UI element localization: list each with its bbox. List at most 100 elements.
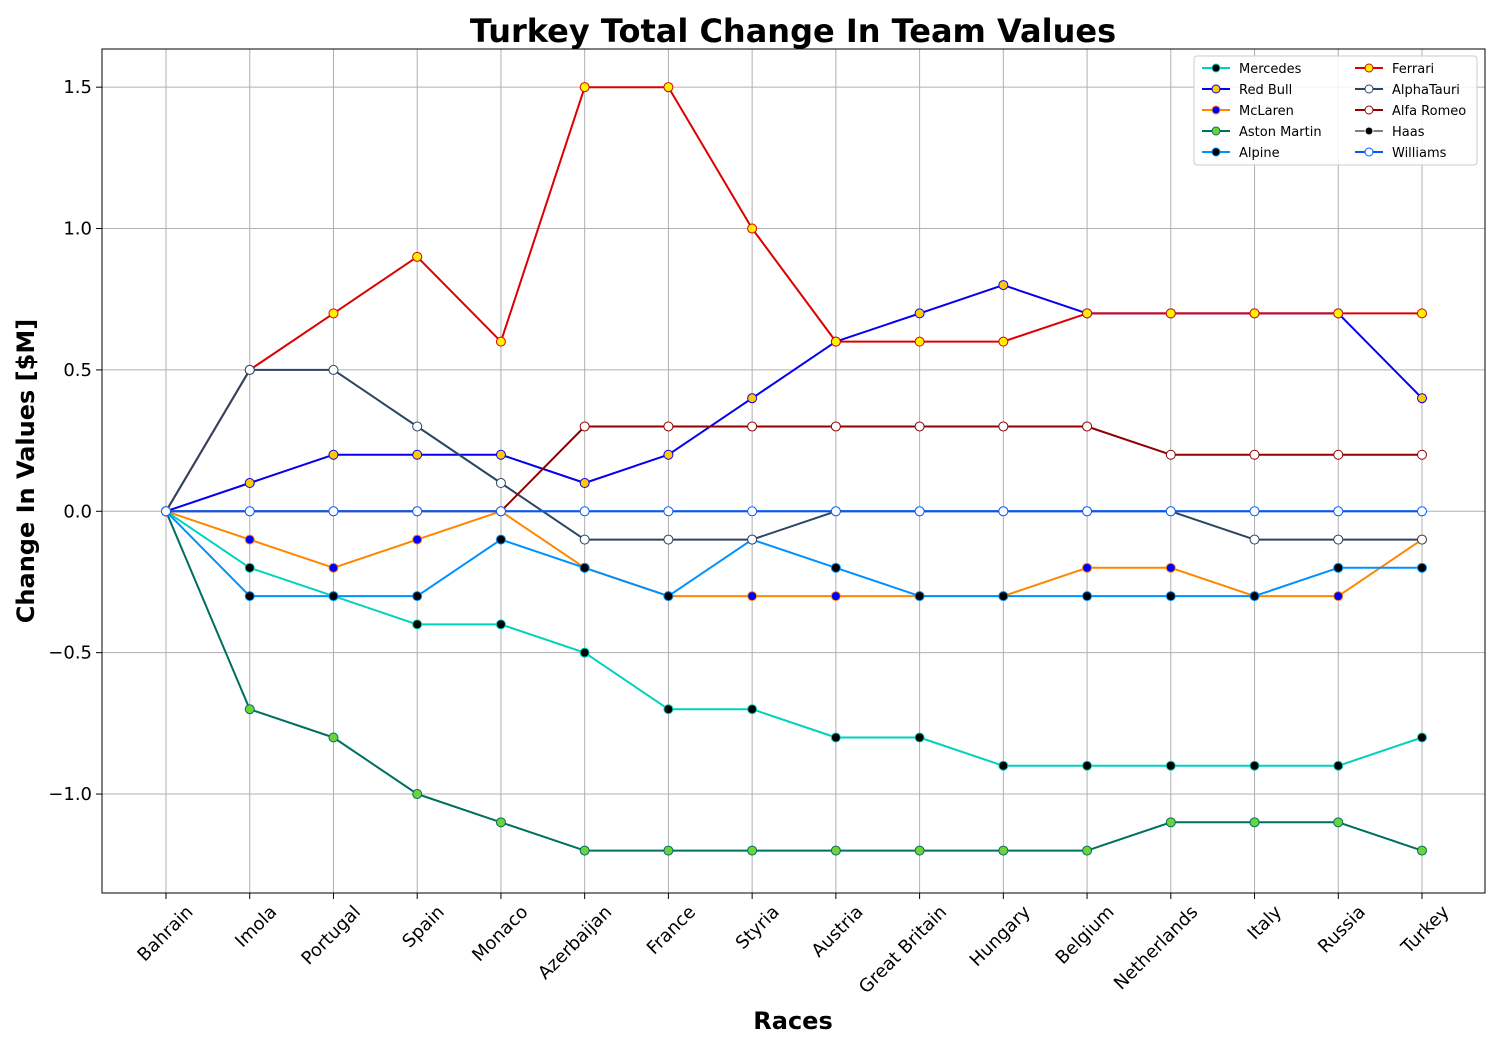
data-point-aston-martin xyxy=(244,704,255,715)
data-point-ferrari xyxy=(1165,308,1176,319)
series-line-alpine xyxy=(165,510,1422,598)
data-point-red-bull xyxy=(1417,393,1427,404)
legend-label: Alfa Romeo xyxy=(1392,104,1466,119)
data-point-mclaren xyxy=(1082,562,1093,573)
legend-label: Haas xyxy=(1392,125,1425,140)
data-point-alpine xyxy=(244,591,255,602)
data-point-alfa-romeo xyxy=(830,421,841,432)
data-point-mclaren xyxy=(830,591,841,602)
data-point-red-bull xyxy=(328,449,339,460)
series-ferrari xyxy=(161,82,1427,517)
series-line-red-bull xyxy=(165,284,1423,513)
data-point-alphatauri xyxy=(579,534,590,545)
data-point-williams xyxy=(1082,506,1093,517)
data-point-ferrari xyxy=(998,336,1009,347)
legend-entry-alphatauri: AlphaTauri xyxy=(1355,83,1460,98)
data-point-mercedes xyxy=(1417,732,1427,743)
y-tick-label: 0.0 xyxy=(63,501,92,522)
data-point-alfa-romeo xyxy=(1333,449,1344,460)
data-point-alpine xyxy=(1249,591,1260,602)
data-point-mercedes xyxy=(998,760,1009,771)
data-point-alpine xyxy=(328,591,339,602)
data-point-aston-martin xyxy=(1417,845,1427,856)
data-point-alphatauri xyxy=(1333,534,1344,545)
y-tick-label: −1.0 xyxy=(48,784,92,805)
data-point-mercedes xyxy=(1165,760,1176,771)
x-tick-label: Russia xyxy=(1314,902,1370,958)
data-point-aston-martin xyxy=(914,845,925,856)
data-point-ferrari xyxy=(579,82,590,93)
data-point-williams xyxy=(328,506,339,517)
series-layer xyxy=(161,82,1427,856)
series-line-alphatauri xyxy=(165,368,1422,541)
data-point-mercedes xyxy=(579,647,590,658)
legend-entry-mercedes: Mercedes xyxy=(1202,62,1302,77)
data-point-alphatauri xyxy=(663,534,674,545)
data-point-alfa-romeo xyxy=(1165,449,1176,460)
legend-label: Alpine xyxy=(1239,146,1280,161)
data-point-mercedes xyxy=(1082,760,1093,771)
series-line-ferrari xyxy=(165,86,1422,512)
data-point-mercedes xyxy=(412,619,423,630)
data-point-aston-martin xyxy=(663,845,674,856)
data-point-mercedes xyxy=(747,704,758,715)
data-point-red-bull xyxy=(579,478,590,489)
data-point-aston-martin xyxy=(579,845,590,856)
data-point-williams xyxy=(1333,506,1344,517)
series-line-alfa-romeo xyxy=(166,425,1422,513)
data-point-alpine xyxy=(1333,562,1344,573)
x-tick-label: Austria xyxy=(808,902,868,962)
legend-box xyxy=(1193,55,1478,166)
legend-entry-ferrari: Ferrari xyxy=(1355,62,1434,77)
data-point-alphatauri xyxy=(495,478,506,489)
data-point-alfa-romeo xyxy=(579,421,590,432)
data-point-aston-martin xyxy=(747,845,758,856)
plot-frame xyxy=(101,48,1486,894)
data-point-ferrari xyxy=(1082,308,1093,319)
y-tick-label: −0.5 xyxy=(48,643,92,664)
legend-entry-williams: Williams xyxy=(1355,146,1447,161)
data-point-red-bull xyxy=(244,478,255,489)
legend-marker xyxy=(1364,147,1374,157)
x-tick-label: Hungary xyxy=(966,901,1035,970)
data-point-ferrari xyxy=(1249,308,1260,319)
data-point-alfa-romeo xyxy=(1249,449,1260,460)
data-point-ferrari xyxy=(495,336,506,347)
data-point-williams xyxy=(412,506,423,517)
legend-entry-haas: Haas xyxy=(1355,125,1425,140)
legend-label: Red Bull xyxy=(1239,83,1292,98)
x-tick-label: Great Britain xyxy=(855,902,951,998)
series-line-mclaren xyxy=(165,510,1423,598)
legend-marker xyxy=(1211,105,1221,115)
legend-entry-aston-martin: Aston Martin xyxy=(1202,125,1322,140)
data-point-red-bull xyxy=(914,308,925,319)
data-point-ferrari xyxy=(328,308,339,319)
data-point-aston-martin xyxy=(1333,817,1344,828)
x-tick-label: Belgium xyxy=(1052,902,1119,969)
data-point-alfa-romeo xyxy=(663,421,674,432)
data-point-red-bull xyxy=(412,449,423,460)
data-point-williams xyxy=(1165,506,1176,517)
legend: Mercedes Red Bull McLaren Aston Martin Alpin… xyxy=(1193,55,1478,166)
data-point-alphatauri xyxy=(1417,534,1427,545)
data-point-alpine xyxy=(998,591,1009,602)
x-tick-label: Styria xyxy=(732,902,784,954)
x-tick-label: Azerbaijan xyxy=(534,902,616,984)
data-point-alpine xyxy=(1165,591,1176,602)
series-alpine xyxy=(161,506,1427,602)
legend-label: Ferrari xyxy=(1392,62,1434,77)
x-tick-label: France xyxy=(643,902,700,959)
x-axis-label: Races xyxy=(753,1007,832,1035)
y-tick-label: 0.5 xyxy=(63,360,92,381)
data-point-aston-martin xyxy=(412,789,423,800)
legend-marker xyxy=(1364,126,1374,136)
data-point-alphatauri xyxy=(1249,534,1260,545)
series-red-bull xyxy=(161,280,1427,517)
data-point-williams xyxy=(1249,506,1260,517)
data-point-mercedes xyxy=(495,619,506,630)
data-point-williams xyxy=(579,506,590,517)
legend-label: AlphaTauri xyxy=(1392,83,1460,98)
data-point-aston-martin xyxy=(1249,817,1260,828)
